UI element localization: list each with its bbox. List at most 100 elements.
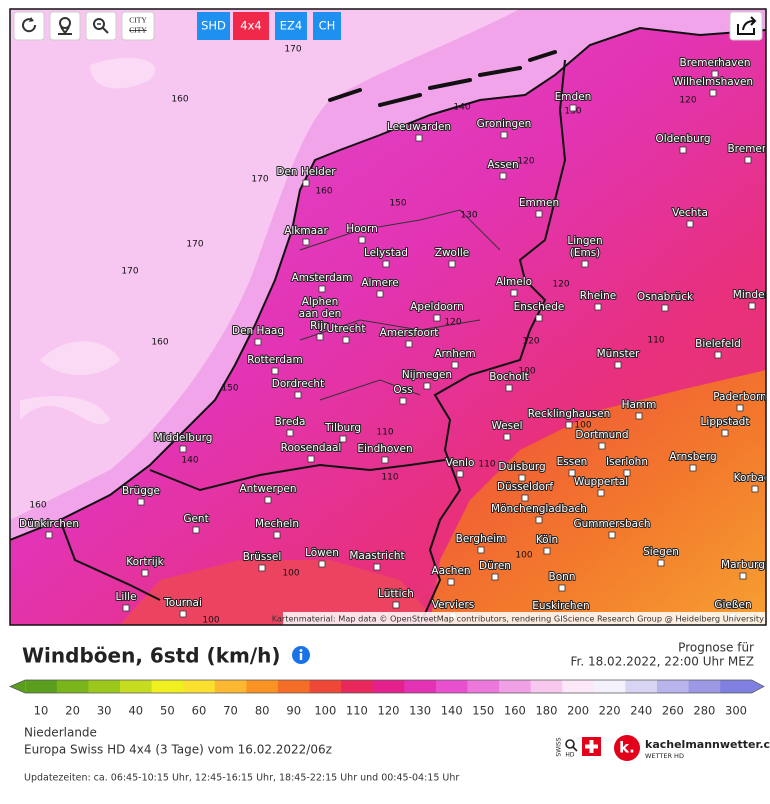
city[interactable]: Brügge	[121, 484, 161, 506]
city[interactable]: Duisburg	[497, 460, 547, 482]
model-button[interactable]: 4x4	[233, 12, 269, 40]
zoom-button[interactable]	[85, 11, 117, 41]
city[interactable]: Eindhoven	[356, 442, 414, 464]
city[interactable]: Gummersbach	[572, 517, 652, 539]
city[interactable]: Amersfoort	[379, 326, 439, 348]
model-button[interactable]: SHD	[197, 12, 230, 40]
city[interactable]: Essen	[556, 455, 588, 477]
city[interactable]: Lelystad	[363, 246, 409, 268]
city[interactable]: Groningen	[476, 117, 532, 139]
city[interactable]: Düsseldorf	[496, 480, 554, 502]
city[interactable]: Rotterdam	[246, 353, 304, 375]
city[interactable]: Osnabrück	[636, 290, 695, 312]
model-button[interactable]: CH	[313, 12, 341, 40]
city[interactable]: Bielefeld	[694, 337, 742, 359]
city[interactable]: Brüssel	[242, 550, 282, 572]
city[interactable]: Arnsberg	[668, 450, 718, 472]
legend-cell	[277, 680, 311, 693]
city[interactable]: Nijmegen	[401, 368, 453, 390]
city[interactable]: Alkmaar	[283, 224, 329, 246]
city[interactable]: Löwen	[304, 546, 340, 568]
logo-k: k.	[619, 739, 635, 757]
city[interactable]: Arnhem	[433, 347, 477, 369]
city[interactable]: Kortrijk	[125, 555, 166, 577]
city[interactable]: Bergheim	[455, 532, 507, 554]
land-south-east	[430, 370, 766, 625]
city[interactable]: Oss	[392, 383, 414, 405]
city[interactable]: Dortmund	[574, 428, 630, 450]
city[interactable]: Bremen	[726, 142, 768, 164]
city[interactable]: Apeldoorn	[409, 300, 465, 322]
city-marker	[376, 290, 384, 298]
city-marker	[45, 531, 53, 539]
city[interactable]: Assen	[486, 158, 520, 180]
city[interactable]: Marburg	[720, 558, 766, 580]
map[interactable]: 170 160 170 170 170 160 150 140 130 120 120 160 150 1…	[10, 9, 770, 626]
city[interactable]: Leeuwarden	[386, 120, 452, 142]
city[interactable]: Lingen(Ems)	[566, 234, 604, 268]
city[interactable]: Mecheln	[254, 517, 300, 539]
city[interactable]: Lüttich	[377, 587, 415, 609]
city[interactable]: Hoorn	[345, 222, 379, 244]
city[interactable]: Wuppertal	[573, 475, 629, 497]
city[interactable]: Almelo	[495, 275, 533, 297]
city[interactable]: Lippstadt	[700, 415, 750, 437]
city[interactable]: Mönchengladbach	[490, 502, 588, 524]
city[interactable]: Amsterdam	[291, 271, 353, 293]
city[interactable]: Aachen	[430, 564, 472, 586]
city[interactable]: Lille	[114, 590, 138, 612]
city[interactable]: Verviers	[431, 598, 475, 620]
city[interactable]: Wesel	[490, 419, 524, 441]
city[interactable]: Tilburg	[323, 421, 362, 443]
city[interactable]: Bremerhaven	[679, 56, 752, 78]
city[interactable]: Breda	[274, 415, 306, 437]
city[interactable]: Zwolle	[434, 246, 470, 268]
city[interactable]: Siegen	[642, 545, 680, 567]
city[interactable]: Bonn	[548, 570, 576, 592]
city[interactable]: Gent	[182, 512, 210, 534]
city[interactable]: Recklinghausen	[527, 407, 611, 429]
city[interactable]: Enschede	[513, 300, 565, 322]
legend-cell	[562, 680, 595, 693]
city[interactable]: Vechta	[671, 206, 709, 228]
city[interactable]: Minden	[732, 288, 770, 310]
city[interactable]: Euskirchen	[531, 599, 591, 621]
city[interactable]: Emmen	[518, 196, 560, 218]
city[interactable]: Utrecht	[326, 322, 366, 344]
city[interactable]: Oldenburg	[654, 132, 712, 154]
model-button[interactable]: EZ4	[275, 12, 307, 40]
hd-text: HD	[565, 752, 575, 759]
city[interactable]: Münster	[596, 347, 641, 369]
city[interactable]: Korbach	[733, 471, 770, 493]
city[interactable]: Antwerpen	[238, 482, 298, 504]
city[interactable]: Den Helder	[275, 165, 337, 187]
city[interactable]: Tournai	[162, 596, 203, 618]
city[interactable]: Paderborn	[712, 390, 767, 412]
city[interactable]: Roosendaal	[280, 441, 342, 463]
city[interactable]: Dordrecht	[271, 377, 325, 399]
kachelmann-logo[interactable]: k. kachelmannwetter.com WETTER HD	[614, 735, 770, 761]
location-button[interactable]	[49, 11, 81, 41]
city[interactable]: Maastricht	[348, 549, 406, 571]
reload-button[interactable]	[13, 11, 45, 41]
city[interactable]: Hamm	[621, 398, 657, 420]
share-button[interactable]	[729, 11, 763, 41]
city[interactable]: Venlo	[445, 456, 475, 478]
city[interactable]: Düren	[478, 559, 512, 581]
city-marker	[339, 435, 347, 443]
city[interactable]: Iserlohn	[605, 455, 649, 477]
city[interactable]: Wilhelmshaven	[672, 75, 754, 97]
city[interactable]: Middelburg	[153, 431, 213, 453]
city[interactable]: Emden	[554, 90, 592, 112]
info-button[interactable]	[292, 646, 310, 664]
city[interactable]: Den Haag	[231, 324, 285, 346]
city[interactable]: Dünkirchen	[18, 517, 80, 539]
city[interactable]: Rheine	[579, 289, 617, 311]
city-button[interactable]: CITY CITY	[121, 11, 155, 41]
legend-tick-label: 100	[314, 704, 336, 718]
city[interactable]: Köln	[535, 533, 559, 555]
city[interactable]: Almere	[360, 276, 400, 298]
legend-tick-label: 280	[693, 704, 715, 718]
city[interactable]: Bocholt	[488, 370, 530, 392]
